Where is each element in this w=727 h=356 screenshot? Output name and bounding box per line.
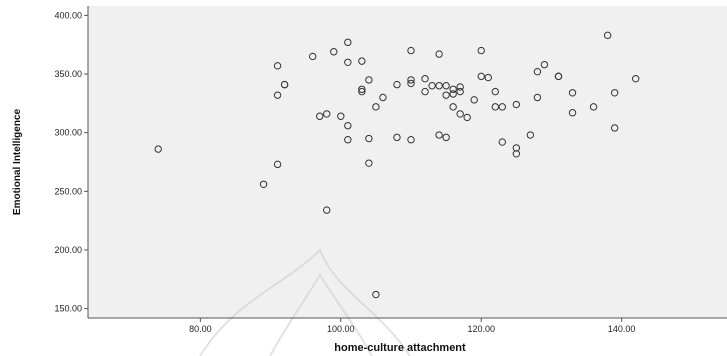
data-point bbox=[393, 80, 401, 89]
data-point bbox=[154, 145, 162, 153]
data-point bbox=[526, 131, 535, 139]
data-point bbox=[435, 131, 443, 139]
data-point bbox=[323, 206, 331, 214]
x-axis-title: home-culture attachment bbox=[334, 342, 466, 354]
data-point bbox=[610, 124, 619, 132]
data-point bbox=[358, 85, 366, 93]
data-point bbox=[568, 89, 577, 97]
data-point bbox=[632, 75, 640, 83]
y-tick-label: 300.00 bbox=[54, 128, 82, 138]
data-point bbox=[456, 110, 464, 118]
data-point bbox=[449, 103, 457, 111]
data-point bbox=[498, 103, 506, 111]
data-point bbox=[512, 100, 521, 109]
watermark-ornament bbox=[199, 248, 411, 356]
x-tick-label: 100.00 bbox=[327, 324, 355, 334]
x-tick-label: 120.00 bbox=[467, 324, 495, 334]
data-point bbox=[273, 62, 282, 70]
data-point bbox=[358, 57, 366, 65]
data-point bbox=[393, 133, 401, 142]
data-point bbox=[456, 83, 464, 91]
data-point bbox=[372, 103, 380, 111]
data-point bbox=[330, 48, 338, 56]
y-tick-label: 400.00 bbox=[54, 10, 82, 20]
data-point bbox=[589, 103, 598, 111]
data-point bbox=[491, 103, 499, 111]
x-tick-label: 140.00 bbox=[608, 324, 636, 334]
data-point bbox=[442, 133, 450, 142]
y-tick-label: 250.00 bbox=[54, 186, 82, 196]
data-point bbox=[442, 91, 450, 99]
data-point bbox=[309, 52, 317, 61]
data-point bbox=[259, 180, 268, 188]
data-point bbox=[470, 96, 478, 104]
data-point bbox=[407, 76, 415, 84]
data-point bbox=[435, 82, 443, 90]
data-point bbox=[449, 85, 457, 93]
data-point bbox=[484, 73, 492, 82]
data-point bbox=[372, 290, 380, 299]
data-point bbox=[273, 160, 282, 169]
data-point bbox=[435, 50, 443, 58]
data-point bbox=[442, 82, 450, 90]
data-point bbox=[428, 82, 436, 90]
data-point bbox=[540, 60, 549, 69]
data-point bbox=[407, 79, 415, 88]
data-point bbox=[568, 109, 577, 117]
data-point bbox=[421, 87, 429, 96]
data-point bbox=[512, 150, 521, 158]
data-point bbox=[449, 90, 457, 98]
data-point bbox=[316, 112, 324, 120]
data-point bbox=[554, 72, 563, 81]
data-point bbox=[463, 113, 471, 122]
x-tick-label: 80.00 bbox=[189, 324, 212, 334]
data-point bbox=[407, 136, 415, 144]
data-point bbox=[491, 87, 499, 96]
data-point bbox=[344, 136, 352, 144]
data-point bbox=[407, 46, 415, 55]
y-axis: 150.00 200.00 250.00 300.00 350.00 400.00 bbox=[54, 6, 89, 318]
data-point bbox=[456, 87, 464, 96]
data-point bbox=[280, 80, 289, 89]
data-point bbox=[365, 76, 373, 84]
data-point bbox=[365, 159, 373, 167]
data-point bbox=[365, 134, 373, 143]
data-point bbox=[344, 121, 352, 130]
data-point bbox=[358, 87, 366, 96]
data-point bbox=[421, 75, 429, 83]
data-point bbox=[533, 67, 542, 76]
x-axis: 80.00 100.00 120.00 140.00 bbox=[88, 317, 727, 334]
data-point bbox=[610, 89, 619, 97]
plot-area bbox=[88, 6, 727, 318]
data-point bbox=[337, 112, 345, 120]
data-point bbox=[498, 138, 506, 146]
data-point bbox=[323, 110, 331, 118]
y-axis-title: Emotional Intelligence bbox=[12, 109, 23, 216]
data-point bbox=[512, 144, 521, 152]
data-point bbox=[477, 72, 485, 81]
data-point bbox=[379, 93, 387, 102]
y-tick-label: 350.00 bbox=[54, 69, 82, 79]
data-point bbox=[533, 93, 542, 102]
data-points bbox=[154, 31, 640, 299]
y-tick-label: 200.00 bbox=[54, 245, 82, 255]
data-point bbox=[344, 58, 352, 67]
data-point bbox=[603, 31, 612, 40]
data-point bbox=[273, 91, 282, 99]
data-point bbox=[477, 46, 485, 55]
y-tick-label: 150.00 bbox=[54, 304, 82, 314]
data-point bbox=[344, 38, 352, 47]
